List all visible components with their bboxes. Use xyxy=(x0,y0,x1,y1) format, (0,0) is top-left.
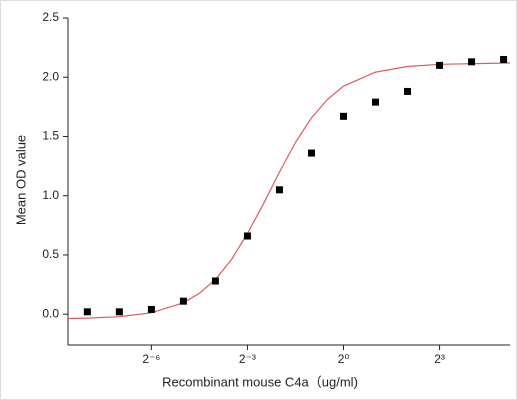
data-point xyxy=(307,149,315,157)
data-point xyxy=(468,58,476,66)
y-tick-label: 0.0 xyxy=(42,306,59,320)
y-tick-label: 1.0 xyxy=(42,188,59,202)
data-point xyxy=(115,308,123,316)
data-point xyxy=(436,61,444,69)
data-point xyxy=(179,297,187,305)
x-tick-label: 2³ xyxy=(434,352,445,366)
y-tick-label: 2.5 xyxy=(42,10,59,24)
data-point xyxy=(500,55,508,63)
data-point xyxy=(372,98,380,106)
y-tick-label: 0.5 xyxy=(42,247,59,261)
data-point xyxy=(275,186,283,194)
data-point xyxy=(339,112,347,120)
data-point xyxy=(147,305,155,313)
x-tick-label: 2⁻³ xyxy=(239,352,256,366)
x-tick-label: 2⁰ xyxy=(338,352,350,366)
data-point xyxy=(243,232,251,240)
data-point xyxy=(211,277,219,285)
data-point xyxy=(404,87,412,95)
x-tick-label: 2⁻⁶ xyxy=(142,352,160,366)
y-tick-label: 2.0 xyxy=(42,69,59,83)
y-axis-label: Mean OD value xyxy=(13,135,28,225)
y-tick-label: 1.5 xyxy=(42,129,59,143)
x-axis-label: Recombinant mouse C4a（ug/ml) xyxy=(162,374,358,389)
data-point xyxy=(83,308,91,316)
